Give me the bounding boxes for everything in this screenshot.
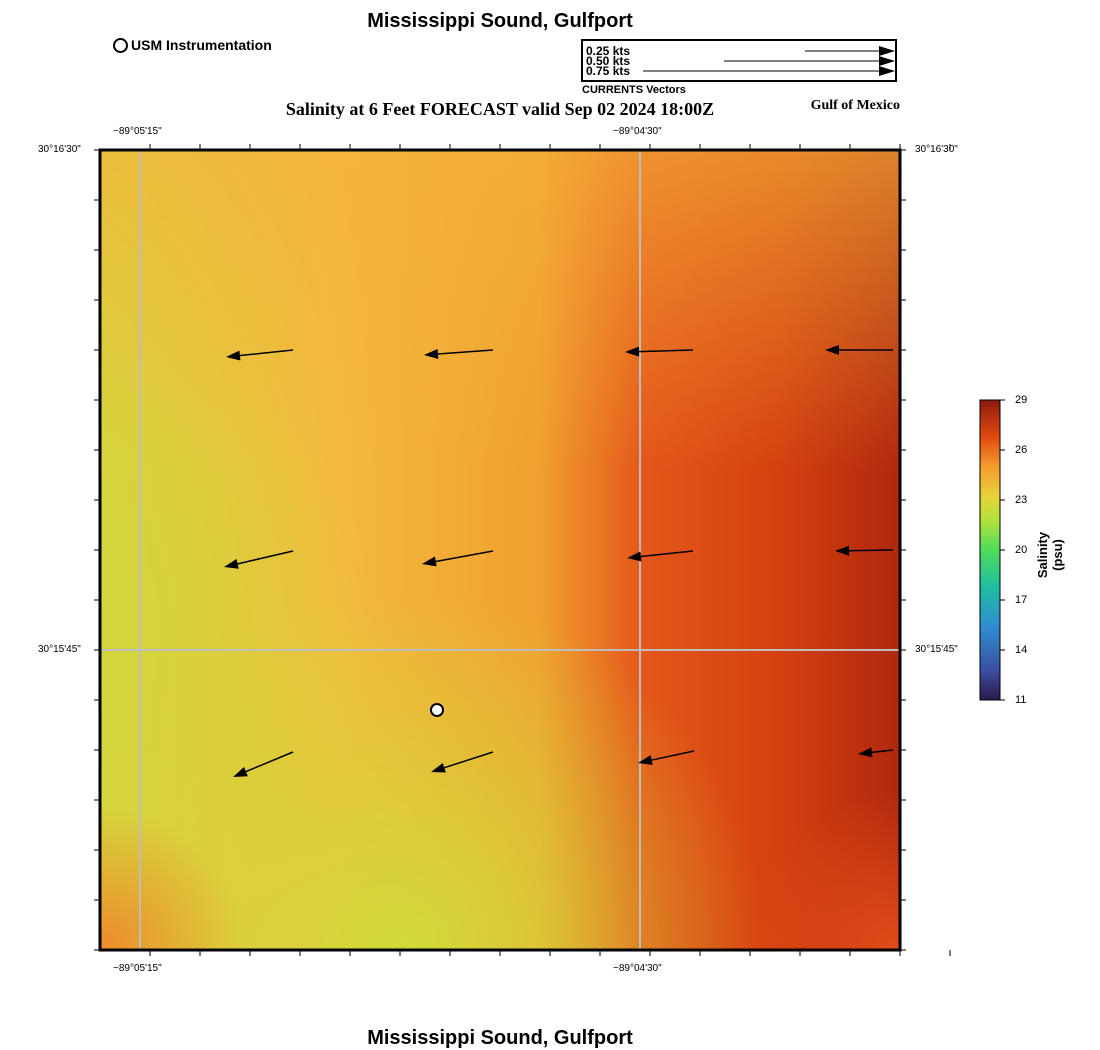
colorbar-tick-label: 17 bbox=[1015, 594, 1028, 606]
lon-label-bottom-2: −89°04'30" bbox=[613, 963, 662, 974]
vector-legend-arrows bbox=[643, 46, 895, 76]
current-arrow-icon bbox=[226, 349, 294, 361]
vector-legend: 0.25 kts 0.50 kts 0.75 kts bbox=[581, 39, 897, 82]
graticule bbox=[100, 150, 900, 950]
colorbar-scale bbox=[979, 399, 1001, 701]
current-arrow-icon bbox=[858, 747, 894, 758]
colorbar-tick-label: 23 bbox=[1015, 494, 1028, 506]
colorbar-tick-label: 11 bbox=[1015, 694, 1027, 706]
lon-label-bottom-1: −89°05'15" bbox=[113, 963, 162, 974]
colorbar-tick-label: 14 bbox=[1015, 644, 1028, 656]
lon-label-top-2: −89°04'30" bbox=[613, 126, 662, 137]
salinity-field bbox=[100, 150, 900, 950]
current-arrow-icon bbox=[638, 750, 695, 765]
instrument-legend-label: USM Instrumentation bbox=[131, 37, 272, 53]
current-arrow-icon bbox=[825, 345, 893, 355]
current-arrow-icon bbox=[835, 545, 894, 556]
map-title: Mississippi Sound, Gulfport bbox=[367, 10, 633, 32]
current-arrow-icon bbox=[627, 550, 694, 562]
instrument-legend: USM Instrumentation bbox=[113, 37, 272, 53]
vector-legend-row-2: 0.50 kts bbox=[586, 54, 631, 68]
lat-label-right-1: 30°16'30" bbox=[915, 144, 958, 155]
lat-label-left-2: 30°15'45" bbox=[38, 644, 81, 655]
current-vectors bbox=[224, 345, 894, 777]
vector-legend-row-3: 0.75 kts bbox=[586, 64, 631, 78]
instrument-marker-icon[interactable] bbox=[430, 703, 444, 717]
current-arrow-icon bbox=[431, 751, 494, 773]
legend-arrow-icon bbox=[724, 56, 895, 66]
colorbar-tick-label: 26 bbox=[1015, 444, 1028, 456]
lat-label-left-1: 30°16'30" bbox=[38, 144, 81, 155]
colorbar bbox=[979, 399, 1005, 701]
legend-arrow-icon bbox=[805, 46, 895, 56]
region-label: Gulf of Mexico bbox=[810, 98, 900, 113]
vector-legend-caption: CURRENTS Vectors bbox=[582, 84, 686, 96]
legend-arrow-icon bbox=[643, 66, 895, 76]
footer-title: Mississippi Sound, Gulfport bbox=[367, 1027, 633, 1049]
current-arrow-icon bbox=[233, 751, 294, 777]
colorbar-ticks bbox=[1000, 399, 1005, 701]
colorbar-tick-label: 29 bbox=[1015, 394, 1028, 406]
map-ticks bbox=[94, 144, 951, 956]
colorbar-title: Salinity (psu) bbox=[1035, 531, 1065, 579]
lon-label-top-1: −89°05'15" bbox=[113, 126, 162, 137]
current-arrow-icon bbox=[224, 550, 294, 569]
current-arrow-icon bbox=[422, 550, 494, 567]
current-arrow-icon bbox=[625, 346, 694, 357]
colorbar-tick-label: 20 bbox=[1015, 544, 1028, 556]
current-arrow-icon bbox=[424, 349, 494, 359]
lat-label-right-2: 30°15'45" bbox=[915, 644, 958, 655]
instrument-circle-icon bbox=[113, 37, 128, 53]
map-subtitle: Salinity at 6 Feet FORECAST valid Sep 02… bbox=[285, 99, 715, 119]
vector-legend-row-1: 0.25 kts bbox=[586, 44, 631, 58]
